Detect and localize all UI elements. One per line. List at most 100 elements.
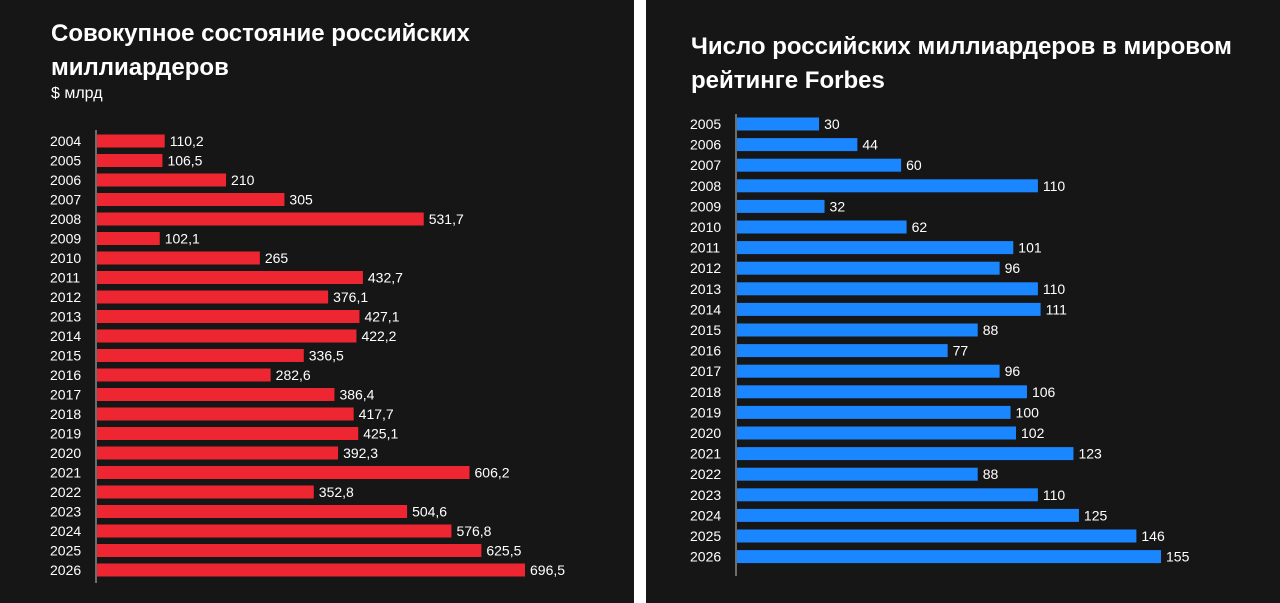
data-label: 110 (1043, 281, 1066, 297)
data-label: 110 (1043, 487, 1066, 503)
data-label: 101 (1018, 240, 1042, 256)
count-bar-chart: 2005 30 2006 44 2007 60 2008 110 2009 32 2010 62 201… (690, 114, 1190, 576)
bar (97, 310, 360, 323)
data-label: 100 (1016, 404, 1040, 420)
data-label: 386,4 (339, 387, 374, 403)
count-chart-title: Число российских миллиардеров в мировом … (691, 33, 1232, 94)
bar (737, 199, 825, 213)
bar (97, 466, 470, 479)
bar (737, 117, 820, 131)
category-label: 2013 (690, 281, 721, 297)
data-label: 531,7 (429, 211, 464, 227)
data-label: 336,5 (309, 348, 344, 364)
bar (97, 251, 260, 265)
category-label: 2008 (690, 178, 721, 194)
category-label: 2012 (690, 260, 721, 276)
bar (97, 544, 482, 557)
bar (737, 508, 1079, 522)
category-label: 2009 (50, 231, 81, 247)
data-label: 88 (983, 466, 999, 482)
bar (97, 407, 354, 421)
bar (737, 241, 1014, 255)
category-label: 2010 (690, 219, 721, 235)
bar (737, 467, 978, 481)
bar (97, 349, 304, 362)
data-label: 102 (1021, 425, 1045, 441)
data-label: 88 (983, 322, 999, 338)
category-label: 2016 (690, 343, 721, 359)
bar (97, 427, 359, 440)
data-label: 96 (1005, 260, 1021, 276)
data-label: 282,6 (276, 367, 311, 383)
category-label: 2008 (50, 211, 81, 227)
category-label: 2017 (690, 363, 721, 379)
category-label: 2026 (690, 549, 721, 565)
data-label: 696,5 (530, 562, 565, 578)
data-label: 417,7 (359, 406, 394, 422)
bar (737, 302, 1041, 316)
bar (737, 405, 1011, 419)
category-label: 2011 (50, 270, 80, 286)
data-label: 392,3 (343, 445, 378, 461)
category-label: 2015 (50, 348, 81, 364)
wealth-chart-title: Совокупное состояние российских миллиард… (51, 20, 470, 81)
data-label: 352,8 (319, 484, 354, 500)
data-label: 305 (289, 192, 313, 208)
category-label: 2023 (690, 487, 721, 503)
data-label: 427,1 (364, 309, 399, 325)
data-label: 44 (862, 137, 878, 153)
data-label: 106,5 (167, 153, 202, 169)
bar (737, 344, 948, 358)
data-label: 110 (1043, 178, 1066, 194)
category-label: 2006 (50, 172, 81, 188)
bar (97, 388, 335, 401)
category-label: 2005 (690, 116, 721, 132)
data-label: 210 (231, 172, 255, 188)
category-label: 2012 (50, 289, 81, 305)
bar (97, 173, 227, 187)
category-label: 2022 (50, 484, 81, 500)
bar (97, 290, 329, 304)
bar (737, 529, 1137, 543)
category-label: 2004 (50, 133, 81, 149)
bar (97, 505, 408, 518)
data-label: 30 (824, 116, 840, 132)
bar (97, 212, 424, 226)
category-label: 2014 (690, 301, 721, 317)
bar (97, 563, 525, 577)
category-label: 2017 (50, 387, 81, 403)
bar (737, 550, 1161, 564)
category-label: 2013 (50, 309, 81, 325)
category-label: 2016 (50, 367, 81, 383)
data-label: 123 (1078, 446, 1102, 462)
data-label: 432,7 (368, 270, 403, 286)
bar (737, 158, 902, 172)
wealth-bar-chart: 2004 110,2 2005 106,5 2006 210 2007 305 2008 531,… (50, 130, 565, 583)
data-label: 625,5 (486, 543, 521, 559)
data-label: 425,1 (363, 426, 398, 442)
data-label: 146 (1141, 528, 1165, 544)
category-label: 2019 (690, 404, 721, 420)
bar (737, 282, 1038, 296)
category-label: 2018 (50, 406, 81, 422)
category-label: 2009 (690, 198, 721, 214)
category-label: 2014 (50, 328, 81, 344)
data-label: 504,6 (412, 504, 447, 520)
bar (97, 154, 163, 167)
data-label: 110,2 (170, 133, 204, 149)
data-label: 77 (953, 343, 969, 359)
category-label: 2026 (50, 562, 81, 578)
data-label: 606,2 (475, 465, 510, 481)
bar (97, 446, 339, 460)
data-label: 111 (1046, 301, 1067, 317)
data-label: 62 (912, 219, 928, 235)
data-label: 376,1 (333, 289, 368, 305)
data-label: 155 (1166, 549, 1190, 565)
bar (737, 488, 1038, 502)
category-label: 2018 (690, 384, 721, 400)
category-label: 2023 (50, 504, 81, 520)
wealth-chart-panel: Совокупное состояние российских миллиард… (0, 0, 634, 603)
category-label: 2025 (50, 543, 81, 559)
bar (737, 138, 858, 152)
category-label: 2005 (50, 153, 81, 169)
